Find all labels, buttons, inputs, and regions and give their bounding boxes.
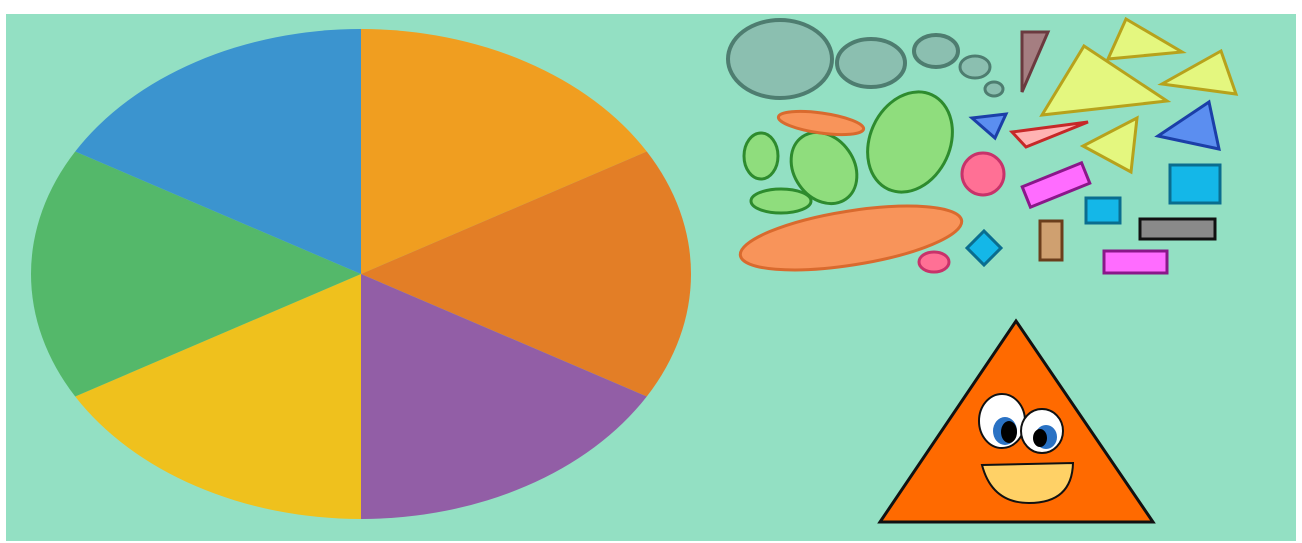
- triangle-character: [877, 318, 1156, 524]
- magenta-rect-flat: [1102, 249, 1169, 275]
- cyan-square-large: [1168, 163, 1222, 205]
- gray-circle-tiny: [983, 80, 1005, 98]
- cyan-diamond: [964, 228, 1004, 268]
- triangles-group: [968, 16, 1239, 175]
- pink-circle-small: [917, 250, 951, 274]
- blue-triangle-small: [968, 112, 1009, 141]
- gray-circle-smaller: [958, 54, 992, 80]
- scene-background: [6, 14, 1296, 541]
- yellow-triangle-right: [1157, 48, 1239, 96]
- green-ellipse-big: [866, 90, 954, 194]
- gray-circle-large: [726, 18, 834, 100]
- character-pupil-left: [1001, 421, 1017, 443]
- salmon-ellipse-large: [738, 204, 964, 272]
- character-mouth: [980, 461, 1075, 505]
- cyan-square-small: [1084, 196, 1122, 225]
- pie-chart: [30, 28, 691, 519]
- green-ellipse-flat: [749, 187, 813, 215]
- rectangles-group: [964, 160, 1222, 275]
- red-sliver-triangle: [1008, 120, 1089, 149]
- green-ellipses-group: [742, 90, 954, 215]
- yellow-triangle-large: [1039, 43, 1172, 117]
- salmon-ellipses-group: [738, 109, 964, 272]
- pie-segment-orange: [361, 29, 647, 274]
- blue-triangle-large: [1154, 99, 1221, 151]
- magenta-rect-tilted: [1020, 160, 1092, 210]
- salmon-ellipse-small: [776, 109, 866, 137]
- yellow-triangle-top: [1105, 16, 1187, 61]
- gray-circles-group: [726, 18, 1005, 100]
- pie-segment-purple: [361, 274, 647, 519]
- pink-circle-large: [960, 151, 1006, 197]
- pie-segment-green: [30, 151, 361, 397]
- top-text-fragment: [0, 0, 1302, 14]
- clipped-text-descenders: [78, 0, 86, 14]
- scene-canvas: [30, 16, 1239, 524]
- pie-segment-yellow: [75, 274, 362, 519]
- pie-segment-dark-orange: [361, 151, 691, 397]
- yellow-triangle-mid: [1079, 115, 1139, 175]
- gray-rect: [1138, 217, 1217, 241]
- pie-segment-blue: [75, 28, 362, 274]
- brown-triangle: [1020, 30, 1051, 93]
- green-ellipse-left: [742, 131, 780, 181]
- character-pupil-right: [1033, 429, 1047, 447]
- green-ellipse-mid: [789, 130, 859, 206]
- tan-rect: [1038, 219, 1064, 262]
- gray-circle-small: [912, 33, 960, 69]
- gray-circle-medium: [835, 37, 907, 89]
